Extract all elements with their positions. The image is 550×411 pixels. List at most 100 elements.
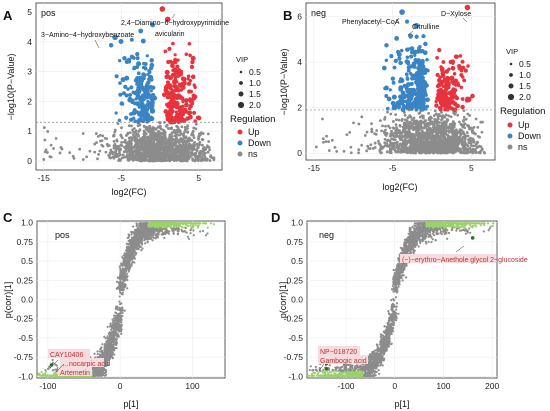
data-point-ns [414,122,418,126]
data-point-ns [363,134,367,137]
data-point-ns [181,134,185,137]
data-point-ns [389,112,393,116]
data-point-ns [123,145,126,149]
data-point-ns [187,142,191,146]
data-point-ns [327,140,331,144]
data-point-ns [342,149,346,153]
data-point-ns [391,126,395,130]
data-point-ns [175,158,178,162]
data-point-up [175,80,179,84]
data-point-down [391,94,397,100]
data-point-ns [192,147,196,151]
data-point-ns [167,145,171,149]
data-point-ns [415,119,419,123]
data-point-ns [418,122,421,126]
data-point-ns [426,133,430,137]
data-point-ns [172,128,176,132]
data-point-ns [409,115,413,119]
data-point-ns [190,153,193,157]
data-point-ns [451,128,455,132]
data-point [163,232,167,236]
data-point-ns [167,141,171,145]
data-point-ns [394,129,398,132]
data-point-ns [422,131,426,135]
data-point-ns [390,132,394,136]
data-point-up [445,77,451,82]
y-tick-label: -1.0 [18,371,33,381]
data-point [51,358,54,362]
data-point-ns [95,141,98,144]
data-point-ns [155,159,159,163]
data-point-ns [360,115,364,119]
data-point-up [173,53,177,57]
data-point-ns [98,139,102,143]
data-point-ns [377,139,380,143]
data-point-ns [201,150,205,153]
data-point-up [459,68,464,73]
data-point-ns [412,116,416,120]
data-point-ns [406,151,410,155]
data-point-down [406,65,411,70]
data-point-ns [155,138,159,142]
annotation-label: 2,4−Diamino−6−hydroxypyrimidine [121,20,229,27]
data-point-down [145,54,149,58]
data-point-ns [440,145,444,149]
data-point-down [405,47,410,52]
data-point-down [409,96,414,101]
data-point-ns [118,153,122,157]
data-point-ns [467,124,471,128]
data-point-ns [461,135,465,139]
data-point-ns [58,151,62,155]
vip-legend-label: 0.5 [249,67,261,77]
data-point-ns [140,145,144,149]
data-point-ns [392,145,395,149]
data-point-ns [450,139,454,143]
data-point-highlighted [44,372,47,375]
data-point-down [394,35,400,41]
legend-label-up: Up [248,127,260,137]
data-point-ns [199,131,203,135]
data-point-ns [423,134,427,138]
data-point-ns [405,139,409,143]
data-point-ns [405,146,409,150]
data-point [201,229,205,233]
y-tick-label: 0 [27,156,32,166]
data-point-ns [388,126,392,130]
data-point-up [189,64,195,70]
data-point-down [405,77,410,81]
data-point-ns [136,124,140,128]
data-point-ns [183,128,187,132]
data-point-down [147,69,151,73]
data-point-ns [474,151,478,154]
data-point-ns [44,148,48,152]
vip-legend-label: 2.0 [519,92,531,102]
data-point [135,225,138,228]
data-point-ns [385,131,389,135]
data-point-ns [174,141,178,145]
data-point-up [179,84,185,90]
data-point-ns [204,151,207,155]
data-point-up [190,55,196,61]
data-point-ns [405,142,409,145]
regulation-legend-title: Regulation [230,114,275,125]
data-point-ns [200,143,204,147]
data-point [206,232,209,235]
data-point-ns [193,159,197,163]
data-point-down [142,113,147,118]
x-tick-label: 0 [118,381,123,391]
data-point-ns [175,149,178,153]
data-point-down [415,59,420,64]
data-point-up [186,110,192,116]
data-point-ns [170,141,174,145]
data-point-ns [137,134,141,138]
data-point-ns [179,158,183,162]
data-point-down [401,105,407,110]
data-point-down [419,89,425,94]
data-point-ns [144,132,148,136]
legend-dot-up [507,122,513,128]
data-point-ns [419,148,422,152]
data-point-ns [190,145,194,149]
data-point-ns [390,129,393,133]
data-point-ns [140,139,144,142]
